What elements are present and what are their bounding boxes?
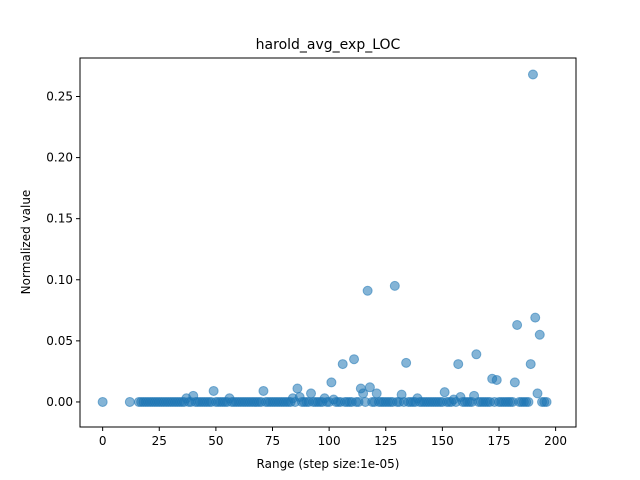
data-point [471, 349, 482, 360]
x-tick-label: 150 [431, 434, 454, 448]
x-tick-label: 200 [544, 434, 567, 448]
data-point [326, 377, 337, 388]
y-tick-label: 0.15 [46, 212, 73, 226]
data-point [389, 280, 400, 291]
data-point [97, 396, 108, 407]
data-point [512, 319, 523, 330]
y-tick-label: 0.25 [46, 89, 73, 103]
data-point [523, 396, 534, 407]
plot-frame [79, 57, 577, 428]
y-tick-label: 0.05 [46, 334, 73, 348]
data-point [453, 359, 464, 370]
data-point [532, 388, 543, 399]
chart-title: harold_avg_exp_LOC [256, 37, 401, 53]
x-tick-label: 175 [488, 434, 511, 448]
x-tick-label: 50 [208, 434, 223, 448]
data-point [534, 329, 545, 340]
y-tick-label: 0.20 [46, 151, 73, 165]
points-layer [97, 69, 552, 407]
data-point [292, 383, 303, 394]
data-point [509, 377, 520, 388]
x-tick-label: 125 [374, 434, 397, 448]
data-point [208, 385, 219, 396]
x-axis-label: Range (step size:1e-05) [257, 457, 400, 471]
data-point [491, 374, 502, 385]
data-point [337, 359, 348, 370]
x-axis-ticks: 0 25 50 75 100 125 150 175 200 [99, 427, 567, 448]
data-point [306, 388, 317, 399]
data-point [525, 359, 536, 370]
data-point [362, 285, 373, 296]
x-tick-label: 0 [99, 434, 107, 448]
data-point [258, 385, 269, 396]
x-tick-label: 25 [152, 434, 167, 448]
data-point [124, 396, 135, 407]
y-tick-label: 0.10 [46, 273, 73, 287]
data-point [541, 396, 552, 407]
data-point [349, 354, 360, 365]
y-axis-label: Normalized value [19, 190, 33, 295]
y-tick-label: 0.00 [46, 395, 73, 409]
data-point [401, 357, 412, 368]
data-point [439, 387, 450, 398]
data-point [530, 312, 541, 323]
x-tick-label: 100 [318, 434, 341, 448]
data-point [364, 382, 375, 393]
data-point [371, 388, 382, 399]
y-axis-ticks: 0.00 0.05 0.10 0.15 0.20 0.25 [46, 89, 80, 409]
data-point [527, 69, 538, 80]
x-tick-label: 75 [265, 434, 280, 448]
